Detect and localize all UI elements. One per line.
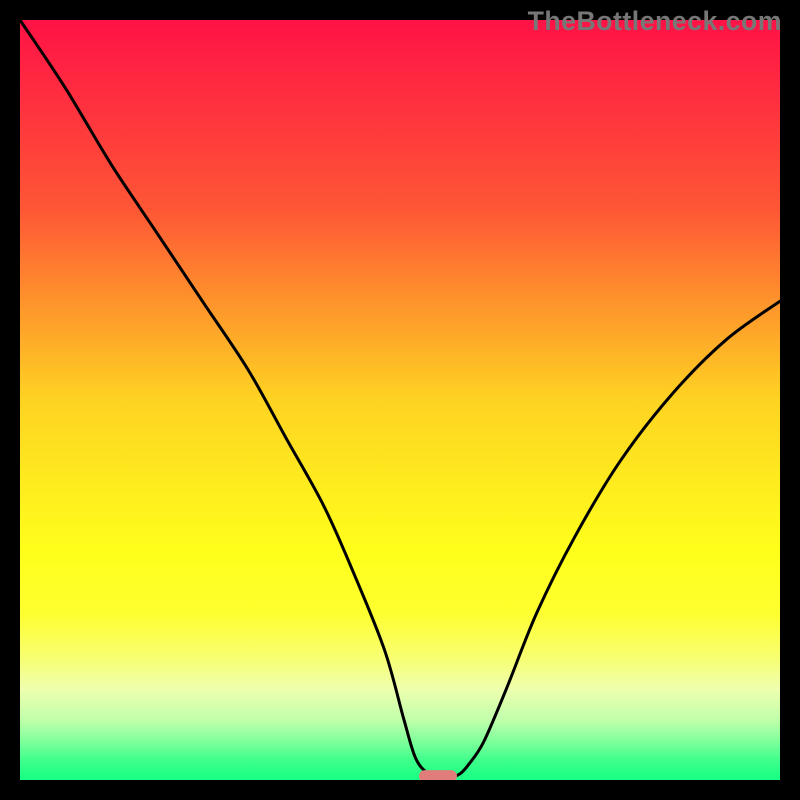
chart-canvas [0,0,800,800]
bottleneck-chart: TheBottleneck.com [0,0,800,800]
watermark-text: TheBottleneck.com [528,6,782,37]
